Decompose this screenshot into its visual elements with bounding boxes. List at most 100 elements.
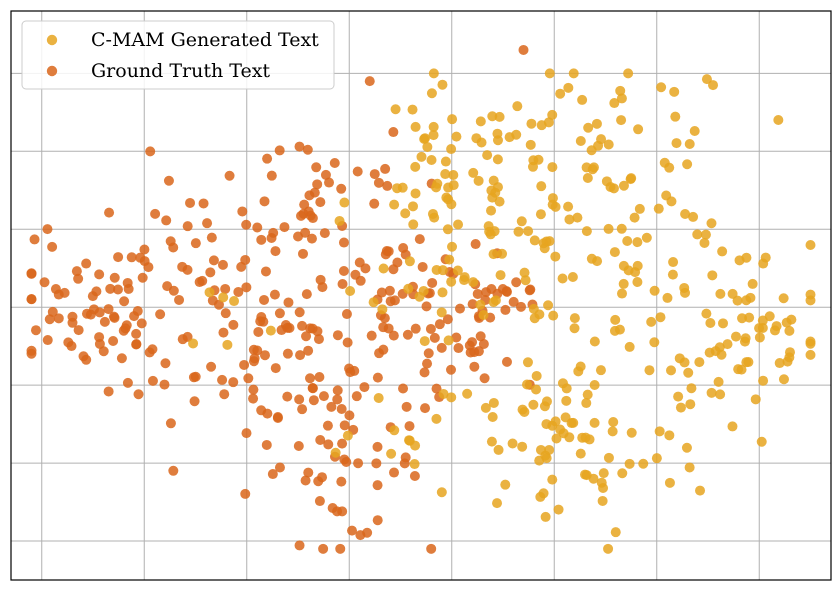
scatter-point-ground-truth bbox=[453, 343, 464, 354]
scatter-point-generated bbox=[603, 452, 614, 463]
scatter-point-generated bbox=[629, 212, 640, 223]
legend: C-MAM Generated Text Ground Truth Text bbox=[21, 20, 335, 90]
scatter-point-ground-truth bbox=[500, 304, 511, 315]
scatter-point-ground-truth bbox=[423, 348, 434, 359]
scatter-point-ground-truth bbox=[380, 163, 391, 174]
scatter-point-generated bbox=[607, 426, 618, 437]
scatter-point-ground-truth bbox=[311, 162, 322, 173]
scatter-point-generated bbox=[555, 424, 566, 435]
scatter-point-generated bbox=[784, 325, 795, 336]
scatter-point-ground-truth bbox=[42, 335, 53, 346]
scatter-point-ground-truth bbox=[388, 127, 399, 138]
scatter-point-ground-truth bbox=[137, 272, 148, 283]
scatter-point-ground-truth bbox=[378, 344, 389, 355]
scatter-point-ground-truth bbox=[202, 218, 213, 229]
scatter-point-ground-truth bbox=[337, 506, 348, 517]
scatter-point-ground-truth bbox=[354, 257, 365, 268]
scatter-point-generated bbox=[419, 336, 430, 347]
scatter-point-generated bbox=[569, 323, 580, 334]
scatter-point-generated bbox=[531, 370, 542, 381]
scatter-point-generated bbox=[589, 417, 600, 428]
scatter-point-generated bbox=[654, 426, 665, 437]
scatter-point-ground-truth bbox=[344, 410, 355, 421]
scatter-point-ground-truth bbox=[312, 326, 323, 337]
scatter-point-generated bbox=[760, 252, 771, 263]
scatter-point-generated bbox=[334, 215, 345, 226]
scatter-point-generated bbox=[480, 402, 491, 413]
scatter-point-generated bbox=[771, 321, 782, 332]
scatter-point-generated bbox=[695, 485, 706, 496]
scatter-point-ground-truth bbox=[228, 377, 239, 388]
scatter-point-generated bbox=[595, 365, 606, 376]
scatter-point-generated bbox=[386, 448, 397, 459]
scatter-point-generated bbox=[536, 181, 547, 192]
scatter-point-generated bbox=[667, 269, 678, 280]
plot-frame bbox=[10, 10, 832, 581]
scatter-point-ground-truth bbox=[379, 313, 390, 324]
scatter-point-generated bbox=[598, 468, 609, 479]
scatter-point-generated bbox=[597, 495, 608, 506]
scatter-point-generated bbox=[550, 251, 561, 262]
scatter-point-ground-truth bbox=[297, 320, 308, 331]
scatter-point-generated bbox=[608, 416, 619, 427]
scatter-point-generated bbox=[522, 379, 533, 390]
scatter-point-generated bbox=[601, 176, 612, 187]
scatter-point-ground-truth bbox=[161, 215, 172, 226]
scatter-point-ground-truth bbox=[312, 179, 323, 190]
scatter-point-generated bbox=[623, 265, 634, 276]
scatter-point-generated bbox=[447, 114, 458, 125]
scatter-point-ground-truth bbox=[259, 294, 270, 305]
scatter-point-generated bbox=[438, 388, 449, 399]
scatter-point-ground-truth bbox=[190, 371, 201, 382]
scatter-point-ground-truth bbox=[341, 309, 352, 320]
scatter-point-generated bbox=[437, 79, 448, 90]
scatter-point-ground-truth bbox=[508, 296, 519, 307]
scatter-point-ground-truth bbox=[303, 345, 314, 356]
scatter-point-generated bbox=[588, 473, 599, 484]
scatter-point-ground-truth bbox=[94, 269, 105, 280]
scatter-point-generated bbox=[520, 275, 531, 286]
scatter-point-ground-truth bbox=[126, 252, 137, 263]
scatter-point-ground-truth bbox=[414, 234, 425, 245]
scatter-point-generated bbox=[582, 389, 593, 400]
scatter-point-generated bbox=[561, 383, 572, 394]
scatter-point-generated bbox=[669, 86, 680, 97]
scatter-point-ground-truth bbox=[190, 238, 201, 249]
scatter-point-ground-truth bbox=[217, 259, 228, 270]
scatter-point-generated bbox=[265, 325, 276, 336]
scatter-point-ground-truth bbox=[315, 274, 326, 285]
legend-marker-generated bbox=[46, 34, 58, 46]
scatter-point-ground-truth bbox=[420, 403, 431, 414]
scatter-point-ground-truth bbox=[323, 439, 334, 450]
scatter-point-ground-truth bbox=[47, 241, 58, 252]
scatter-point-ground-truth bbox=[259, 350, 270, 361]
scatter-point-generated bbox=[482, 150, 493, 161]
scatter-point-generated bbox=[575, 448, 586, 459]
scatter-point-ground-truth bbox=[297, 404, 308, 415]
scatter-point-ground-truth bbox=[282, 391, 293, 402]
scatter-point-ground-truth bbox=[185, 197, 196, 208]
scatter-point-ground-truth bbox=[313, 334, 324, 345]
scatter-point-generated bbox=[589, 379, 600, 390]
scatter-point-generated bbox=[727, 421, 738, 432]
scatter-point-generated bbox=[519, 267, 530, 278]
scatter-point-ground-truth bbox=[298, 248, 309, 259]
scatter-point-generated bbox=[485, 229, 496, 240]
scatter-point-ground-truth bbox=[270, 246, 281, 257]
scatter-point-ground-truth bbox=[294, 307, 305, 318]
scatter-point-generated bbox=[468, 167, 479, 178]
scatter-point-generated bbox=[492, 128, 503, 139]
scatter-point-generated bbox=[431, 413, 442, 424]
scatter-point-generated bbox=[609, 98, 620, 109]
scatter-point-ground-truth bbox=[279, 222, 290, 233]
scatter-point-generated bbox=[428, 130, 439, 141]
scatter-point-ground-truth bbox=[240, 488, 251, 499]
scatter-point-ground-truth bbox=[497, 284, 508, 295]
scatter-point-generated bbox=[497, 248, 508, 259]
scatter-point-ground-truth bbox=[260, 266, 271, 277]
scatter-point-generated bbox=[495, 270, 506, 281]
scatter-point-ground-truth bbox=[94, 332, 105, 343]
scatter-point-generated bbox=[582, 173, 593, 184]
scatter-point-generated bbox=[664, 162, 675, 173]
scatter-point-generated bbox=[805, 295, 816, 306]
